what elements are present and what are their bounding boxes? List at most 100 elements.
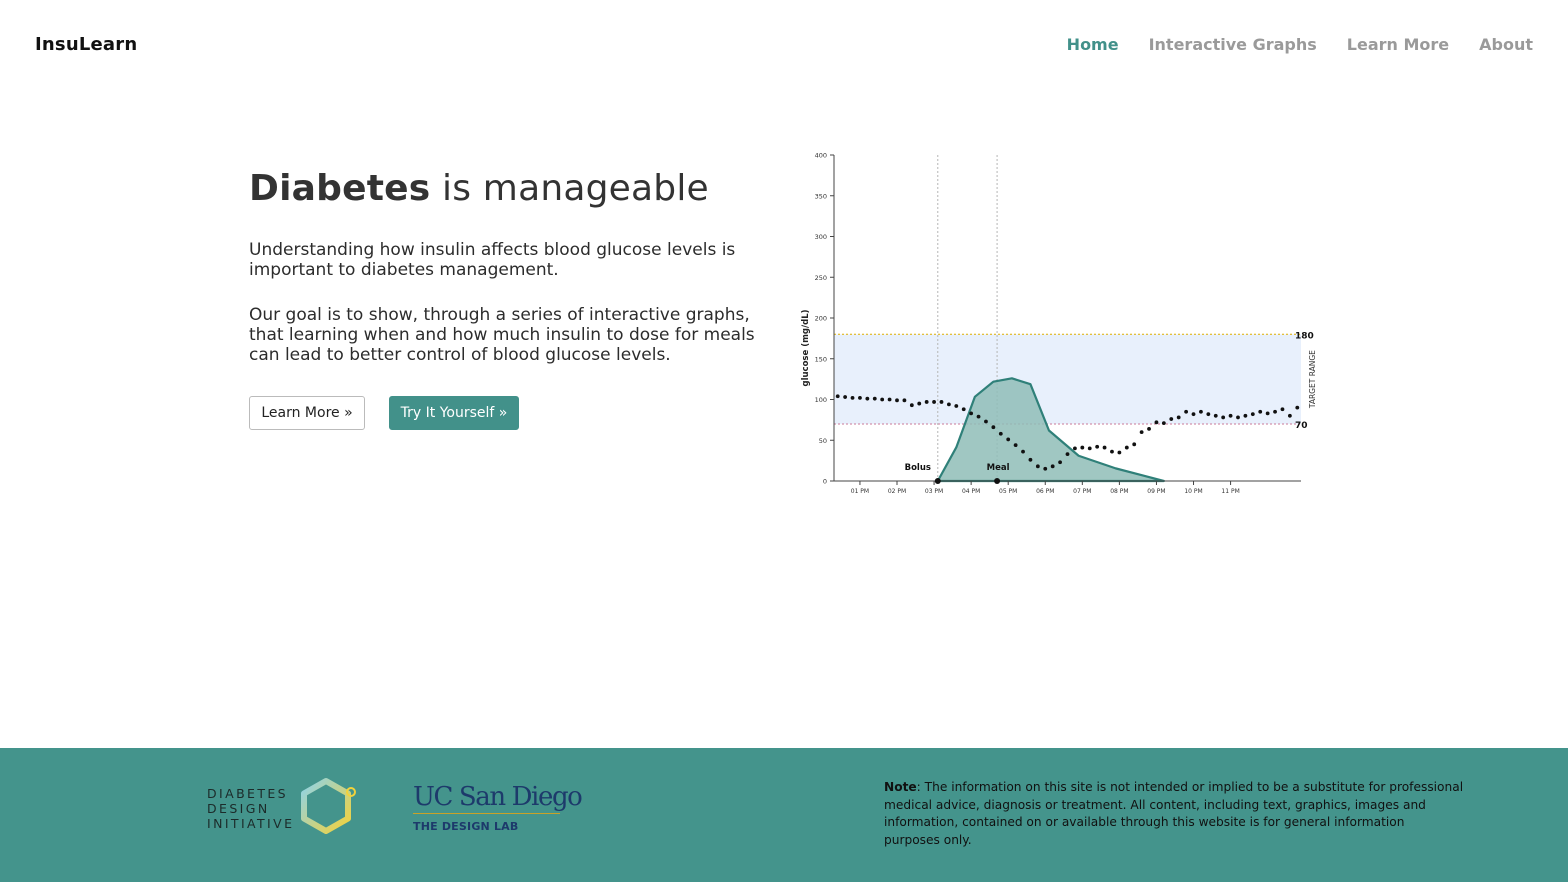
x-tick-label: 06 PM [1036,488,1054,495]
glucose-point [887,397,892,402]
hexagon-logo-icon [301,778,356,834]
y-tick-label: 250 [815,274,827,282]
glucose-point [895,398,899,403]
x-tick-label: 02 PM [888,488,906,495]
glucose-point [1199,409,1203,414]
brand-logo[interactable]: InsuLearn [35,34,138,55]
hero-section: Diabetes is manageable Understanding how… [249,168,779,430]
glucose-point [858,395,862,400]
nav-links: Home Interactive Graphs Learn More About [1067,35,1533,54]
y-tick-label: 0 [823,478,827,486]
glucose-point [1110,449,1114,454]
glucose-point [1035,464,1040,469]
glucose-point [961,407,966,412]
glucose-point [1154,420,1159,425]
glucose-point [1265,411,1270,416]
y-tick-label: 350 [815,192,827,200]
learn-more-button[interactable]: Learn More » [249,396,365,430]
glucose-point [1228,413,1233,418]
hero-paragraph-1: Understanding how insulin affects blood … [249,240,736,280]
nav-about[interactable]: About [1479,35,1533,54]
glucose-point [991,425,996,430]
glucose-point [939,400,944,404]
glucose-point [843,395,848,399]
hero-title-rest: is manageable [430,168,709,209]
x-tick-label: 11 PM [1221,488,1239,495]
glucose-point [969,411,974,416]
glucose-point [1213,413,1218,418]
event-label: Bolus [905,463,931,473]
glucose-point [1006,437,1011,442]
glucose-point [835,394,840,399]
glucose-point [946,402,951,407]
x-tick-label: 10 PM [1184,488,1202,495]
glucose-point [1258,409,1263,414]
glucose-point [1132,442,1137,447]
y-tick-label: 50 [819,437,827,445]
try-it-yourself-button[interactable]: Try It Yourself » [389,396,519,430]
ddi-logo-line: INITIATIVE [207,816,295,831]
glucose-point [1147,426,1151,431]
glucose-point [1124,445,1129,450]
glucose-point [1080,445,1085,450]
glucose-point [1206,412,1211,417]
glucose-point [1250,412,1255,417]
x-tick-label: 09 PM [1147,488,1165,495]
x-tick-label: 05 PM [999,488,1017,495]
glucose-point [1087,446,1092,451]
nav-learn-more[interactable]: Learn More [1346,35,1450,54]
target-range-label: TARGET RANGE [1308,350,1317,409]
nav-home[interactable]: Home [1066,35,1119,54]
glucose-point [954,404,959,408]
glucose-point [1028,457,1033,462]
x-tick-label: 07 PM [1073,488,1091,495]
insulin-activity-area [936,377,1165,483]
target-range-band [834,334,1301,424]
y-tick-label: 150 [815,355,827,363]
y-tick-label: 100 [815,396,827,404]
glucose-point [1043,466,1048,471]
glucose-point [932,400,936,404]
y-tick-label: 300 [815,233,827,241]
x-tick-label: 03 PM [925,488,943,495]
glucose-point [872,396,877,401]
glucose-point [984,419,988,424]
disclaimer-note: Note: The information on this site is no… [884,779,1464,849]
note-text: : The information on this site is not in… [884,780,1464,847]
x-tick-label: 04 PM [962,488,980,495]
event-marker [994,478,1001,484]
glucose-point [1287,413,1292,418]
note-label: Note [884,780,917,794]
nav-interactive-graphs[interactable]: Interactive Graphs [1148,35,1317,54]
navbar: InsuLearn Home Interactive Graphs Learn … [0,0,1568,90]
glucose-point [1058,460,1062,465]
glucose-point [1021,449,1025,454]
glucose-point [1295,405,1300,410]
glucose-point [917,401,922,406]
hero-title-bold: Diabetes [249,168,431,209]
glucose-point [1095,444,1100,449]
glucose-point [850,395,855,400]
glucose-point [1139,430,1144,434]
glucose-point [1273,409,1277,414]
glucose-point [902,398,907,403]
y-tick-label: 400 [815,152,827,160]
y-axis-label: glucose (mg/dL) [801,309,811,386]
glucose-point [1280,407,1285,412]
glucose-point [1050,464,1055,469]
glucose-point [1236,415,1240,420]
ucsd-subtitle: THE DESIGN LAB [413,820,519,833]
glucose-point [1073,446,1077,451]
glucose-point [865,396,870,401]
target-high-label: 180 [1295,331,1314,341]
glucose-point [1065,452,1070,457]
glucose-point [976,414,981,419]
x-tick-label: 08 PM [1110,488,1128,495]
event-label: Meal [987,463,1010,473]
glucose-point [1243,413,1248,418]
glucose-point [1102,445,1107,450]
y-tick-label: 200 [815,315,827,323]
glucose-point [1117,450,1122,455]
ddi-logo-line: DIABETES [207,786,289,801]
ucsd-design-lab-logo: UC San Diego THE DESIGN LAB [413,782,583,833]
